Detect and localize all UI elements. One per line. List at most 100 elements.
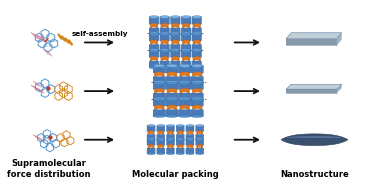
FancyBboxPatch shape bbox=[149, 50, 159, 57]
FancyBboxPatch shape bbox=[178, 93, 191, 100]
FancyBboxPatch shape bbox=[149, 28, 159, 35]
Polygon shape bbox=[150, 39, 158, 45]
FancyBboxPatch shape bbox=[186, 139, 194, 145]
Polygon shape bbox=[193, 39, 201, 45]
Ellipse shape bbox=[177, 138, 184, 140]
Ellipse shape bbox=[191, 64, 203, 67]
FancyBboxPatch shape bbox=[191, 98, 203, 106]
FancyBboxPatch shape bbox=[149, 61, 159, 68]
Ellipse shape bbox=[181, 32, 191, 35]
Ellipse shape bbox=[179, 97, 191, 100]
Polygon shape bbox=[161, 55, 169, 62]
FancyBboxPatch shape bbox=[166, 65, 178, 73]
FancyBboxPatch shape bbox=[192, 33, 201, 41]
FancyBboxPatch shape bbox=[196, 134, 204, 140]
FancyBboxPatch shape bbox=[186, 134, 194, 140]
Polygon shape bbox=[167, 88, 177, 94]
Ellipse shape bbox=[182, 56, 190, 60]
Ellipse shape bbox=[179, 88, 190, 92]
Polygon shape bbox=[150, 55, 158, 62]
Ellipse shape bbox=[179, 105, 190, 109]
Ellipse shape bbox=[167, 88, 177, 92]
Ellipse shape bbox=[167, 139, 174, 141]
Polygon shape bbox=[167, 71, 177, 77]
Ellipse shape bbox=[196, 138, 203, 140]
Polygon shape bbox=[187, 130, 193, 135]
Polygon shape bbox=[196, 143, 203, 149]
Ellipse shape bbox=[171, 40, 180, 43]
FancyBboxPatch shape bbox=[192, 17, 201, 24]
Ellipse shape bbox=[150, 40, 158, 43]
Ellipse shape bbox=[181, 66, 191, 69]
Ellipse shape bbox=[192, 88, 203, 92]
FancyBboxPatch shape bbox=[153, 65, 166, 73]
Ellipse shape bbox=[166, 81, 178, 84]
FancyBboxPatch shape bbox=[170, 61, 180, 68]
Polygon shape bbox=[154, 71, 165, 77]
Ellipse shape bbox=[171, 66, 180, 69]
Ellipse shape bbox=[196, 153, 203, 155]
Ellipse shape bbox=[191, 97, 203, 100]
Ellipse shape bbox=[179, 115, 191, 118]
FancyBboxPatch shape bbox=[176, 148, 184, 154]
Ellipse shape bbox=[179, 81, 191, 84]
Ellipse shape bbox=[196, 124, 203, 127]
FancyBboxPatch shape bbox=[191, 110, 203, 117]
Ellipse shape bbox=[161, 23, 169, 27]
Polygon shape bbox=[161, 39, 169, 45]
Ellipse shape bbox=[193, 56, 201, 60]
Polygon shape bbox=[148, 143, 154, 149]
Ellipse shape bbox=[147, 138, 155, 140]
FancyBboxPatch shape bbox=[181, 44, 191, 51]
FancyBboxPatch shape bbox=[191, 93, 203, 100]
Ellipse shape bbox=[166, 82, 178, 84]
Polygon shape bbox=[161, 22, 169, 29]
Ellipse shape bbox=[179, 98, 191, 101]
FancyBboxPatch shape bbox=[160, 61, 170, 68]
Polygon shape bbox=[196, 130, 203, 135]
FancyBboxPatch shape bbox=[192, 61, 201, 68]
FancyBboxPatch shape bbox=[153, 110, 166, 117]
Polygon shape bbox=[182, 55, 190, 62]
Polygon shape bbox=[154, 88, 165, 94]
Ellipse shape bbox=[181, 15, 191, 19]
Ellipse shape bbox=[177, 139, 184, 141]
FancyBboxPatch shape bbox=[166, 148, 174, 154]
Ellipse shape bbox=[186, 124, 193, 127]
FancyBboxPatch shape bbox=[186, 125, 194, 132]
Ellipse shape bbox=[160, 50, 169, 52]
Ellipse shape bbox=[182, 23, 190, 27]
Ellipse shape bbox=[160, 32, 169, 35]
Ellipse shape bbox=[186, 153, 193, 155]
Ellipse shape bbox=[193, 23, 201, 27]
Ellipse shape bbox=[153, 115, 165, 118]
FancyBboxPatch shape bbox=[160, 44, 170, 51]
FancyBboxPatch shape bbox=[186, 148, 194, 154]
Ellipse shape bbox=[192, 66, 201, 69]
Ellipse shape bbox=[177, 144, 184, 147]
Ellipse shape bbox=[179, 82, 191, 84]
Ellipse shape bbox=[148, 144, 154, 147]
FancyBboxPatch shape bbox=[181, 17, 191, 24]
Text: Molecular packing: Molecular packing bbox=[132, 170, 219, 179]
FancyBboxPatch shape bbox=[191, 82, 203, 90]
Ellipse shape bbox=[157, 138, 165, 140]
Polygon shape bbox=[337, 33, 342, 45]
Polygon shape bbox=[167, 143, 174, 149]
Polygon shape bbox=[281, 134, 347, 146]
FancyBboxPatch shape bbox=[147, 134, 155, 140]
Ellipse shape bbox=[191, 115, 203, 118]
Polygon shape bbox=[171, 22, 180, 29]
FancyBboxPatch shape bbox=[153, 82, 166, 90]
Ellipse shape bbox=[192, 105, 203, 109]
Ellipse shape bbox=[157, 124, 165, 127]
Ellipse shape bbox=[187, 131, 193, 134]
FancyBboxPatch shape bbox=[166, 139, 174, 145]
Polygon shape bbox=[286, 33, 342, 39]
Text: Supramolecular
force distribution: Supramolecular force distribution bbox=[7, 159, 91, 179]
FancyBboxPatch shape bbox=[166, 125, 174, 132]
FancyBboxPatch shape bbox=[147, 139, 155, 145]
Ellipse shape bbox=[154, 105, 165, 109]
Ellipse shape bbox=[171, 23, 180, 27]
Polygon shape bbox=[337, 84, 342, 93]
